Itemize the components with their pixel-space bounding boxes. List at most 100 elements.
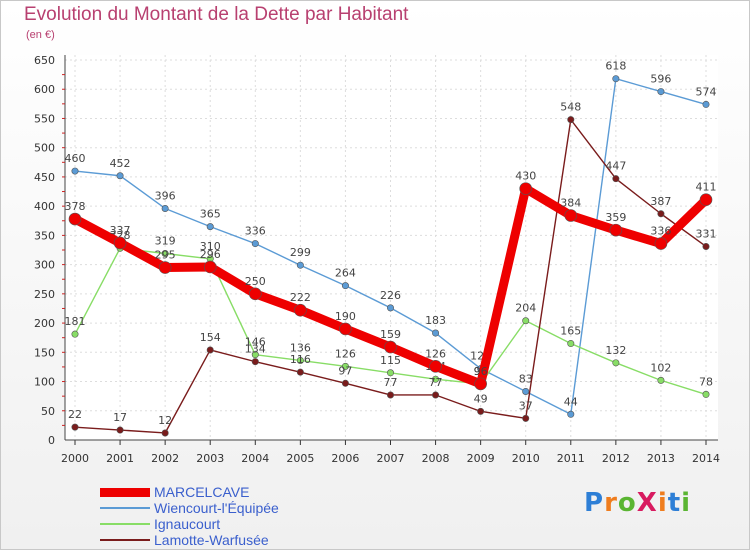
data-label-ignaucourt: 204 bbox=[515, 302, 536, 315]
data-point-lamotte-warfus-e bbox=[432, 391, 440, 399]
data-label-lamotte-warfus-e: 77 bbox=[429, 376, 443, 389]
y-tick-label: 600 bbox=[34, 83, 55, 96]
data-label-ignaucourt: 146 bbox=[245, 336, 266, 349]
data-point-lamotte-warfus-e bbox=[206, 346, 214, 354]
data-point-lamotte-warfus-e bbox=[116, 426, 124, 434]
data-point-wiencourt-l-quip-e bbox=[206, 223, 214, 231]
data-point-marcelcave bbox=[519, 182, 533, 195]
logo-letter: i bbox=[657, 488, 668, 518]
legend-item: MARCELCAVE bbox=[100, 484, 360, 500]
data-label-marcelcave: 359 bbox=[605, 211, 626, 224]
x-tick-label: 2008 bbox=[422, 452, 450, 465]
data-label-marcelcave: 96 bbox=[474, 365, 488, 378]
data-label-lamotte-warfus-e: 154 bbox=[200, 331, 221, 344]
data-point-ignaucourt bbox=[386, 369, 394, 377]
data-label-lamotte-warfus-e: 447 bbox=[605, 160, 626, 173]
data-point-lamotte-warfus-e bbox=[251, 358, 259, 366]
data-label-marcelcave: 378 bbox=[65, 200, 86, 213]
data-label-ignaucourt: 132 bbox=[605, 344, 626, 357]
data-label-wiencourt-l-quip-e: 618 bbox=[605, 60, 626, 73]
data-point-lamotte-warfus-e bbox=[386, 391, 394, 399]
data-label-wiencourt-l-quip-e: 83 bbox=[519, 372, 533, 385]
data-point-marcelcave bbox=[609, 223, 623, 237]
data-point-ignaucourt bbox=[567, 340, 575, 348]
data-point-marcelcave bbox=[339, 322, 352, 336]
data-label-lamotte-warfus-e: 387 bbox=[650, 195, 671, 208]
data-label-wiencourt-l-quip-e: 183 bbox=[425, 314, 446, 327]
x-tick-label: 2010 bbox=[512, 452, 540, 465]
data-label-marcelcave: 222 bbox=[290, 291, 311, 304]
data-point-lamotte-warfus-e bbox=[296, 368, 304, 376]
data-point-wiencourt-l-quip-e bbox=[432, 329, 440, 337]
data-point-lamotte-warfus-e bbox=[477, 407, 485, 415]
data-label-lamotte-warfus-e: 134 bbox=[245, 343, 266, 356]
logo-letter: i bbox=[681, 488, 692, 518]
data-label-lamotte-warfus-e: 77 bbox=[384, 376, 398, 389]
data-point-wiencourt-l-quip-e bbox=[612, 75, 620, 83]
data-point-lamotte-warfus-e bbox=[612, 175, 620, 183]
data-point-marcelcave bbox=[158, 261, 172, 274]
data-point-ignaucourt bbox=[296, 356, 304, 364]
chart-title: Evolution du Montant de la Dette par Hab… bbox=[24, 4, 409, 25]
legend-item: Ignaucourt bbox=[100, 516, 360, 532]
x-tick-label: 2000 bbox=[61, 452, 89, 465]
data-label-lamotte-warfus-e: 12 bbox=[158, 414, 172, 427]
data-point-lamotte-warfus-e bbox=[657, 210, 665, 218]
data-point-wiencourt-l-quip-e bbox=[522, 387, 530, 395]
data-point-marcelcave bbox=[699, 193, 713, 207]
data-point-marcelcave bbox=[68, 212, 82, 226]
logo-letter: P bbox=[584, 488, 605, 518]
x-tick-label: 2002 bbox=[151, 452, 179, 465]
data-point-lamotte-warfus-e bbox=[567, 116, 575, 124]
data-label-ignaucourt: 78 bbox=[699, 375, 713, 388]
data-point-wiencourt-l-quip-e bbox=[657, 88, 665, 96]
y-tick-label: 550 bbox=[34, 112, 55, 125]
x-tick-label: 2005 bbox=[286, 452, 314, 465]
legend-item: Lamotte-Warfusée bbox=[100, 532, 360, 548]
data-point-ignaucourt bbox=[522, 317, 530, 325]
data-point-wiencourt-l-quip-e bbox=[116, 172, 124, 180]
x-tick-label: 2007 bbox=[377, 452, 405, 465]
data-point-ignaucourt bbox=[251, 351, 259, 359]
data-point-wiencourt-l-quip-e bbox=[296, 261, 304, 269]
y-tick-label: 500 bbox=[34, 142, 55, 155]
y-tick-label: 0 bbox=[48, 434, 55, 447]
data-label-wiencourt-l-quip-e: 336 bbox=[245, 225, 266, 238]
y-tick-label: 300 bbox=[34, 259, 55, 272]
data-point-marcelcave bbox=[113, 236, 127, 250]
data-point-lamotte-warfus-e bbox=[71, 423, 79, 431]
data-label-marcelcave: 190 bbox=[335, 310, 356, 323]
data-point-ignaucourt bbox=[702, 390, 710, 398]
x-tick-label: 2013 bbox=[647, 452, 675, 465]
data-label-lamotte-warfus-e: 116 bbox=[290, 353, 311, 366]
data-point-marcelcave bbox=[564, 209, 578, 222]
legend-swatch bbox=[100, 488, 150, 497]
data-label-marcelcave: 159 bbox=[380, 328, 401, 341]
data-label-ignaucourt: 102 bbox=[650, 361, 671, 374]
data-label-marcelcave: 295 bbox=[155, 249, 176, 262]
data-point-wiencourt-l-quip-e bbox=[71, 167, 79, 175]
data-label-wiencourt-l-quip-e: 396 bbox=[155, 189, 176, 202]
data-point-ignaucourt bbox=[341, 362, 349, 370]
data-label-lamotte-warfus-e: 97 bbox=[338, 364, 352, 377]
data-label-ignaucourt: 126 bbox=[335, 347, 356, 360]
x-tick-label: 2001 bbox=[106, 452, 134, 465]
data-label-marcelcave: 411 bbox=[696, 181, 717, 194]
data-label-wiencourt-l-quip-e: 596 bbox=[650, 73, 671, 86]
data-point-marcelcave bbox=[203, 260, 217, 274]
x-tick-label: 2012 bbox=[602, 452, 630, 465]
data-point-lamotte-warfus-e bbox=[522, 414, 530, 422]
data-point-lamotte-warfus-e bbox=[161, 429, 169, 437]
data-label-ignaucourt: 136 bbox=[290, 341, 311, 354]
data-label-marcelcave: 250 bbox=[245, 275, 266, 288]
x-tick-label: 2014 bbox=[692, 452, 720, 465]
legend-swatch bbox=[100, 523, 150, 525]
data-label-marcelcave: 296 bbox=[200, 248, 221, 261]
data-label-lamotte-warfus-e: 37 bbox=[519, 399, 533, 412]
legend-label: Ignaucourt bbox=[154, 516, 221, 532]
data-point-ignaucourt bbox=[161, 250, 169, 258]
data-point-wiencourt-l-quip-e bbox=[251, 240, 259, 248]
data-label-wiencourt-l-quip-e: 44 bbox=[564, 395, 578, 408]
data-label-lamotte-warfus-e: 22 bbox=[68, 408, 82, 421]
data-label-wiencourt-l-quip-e: 264 bbox=[335, 267, 356, 280]
